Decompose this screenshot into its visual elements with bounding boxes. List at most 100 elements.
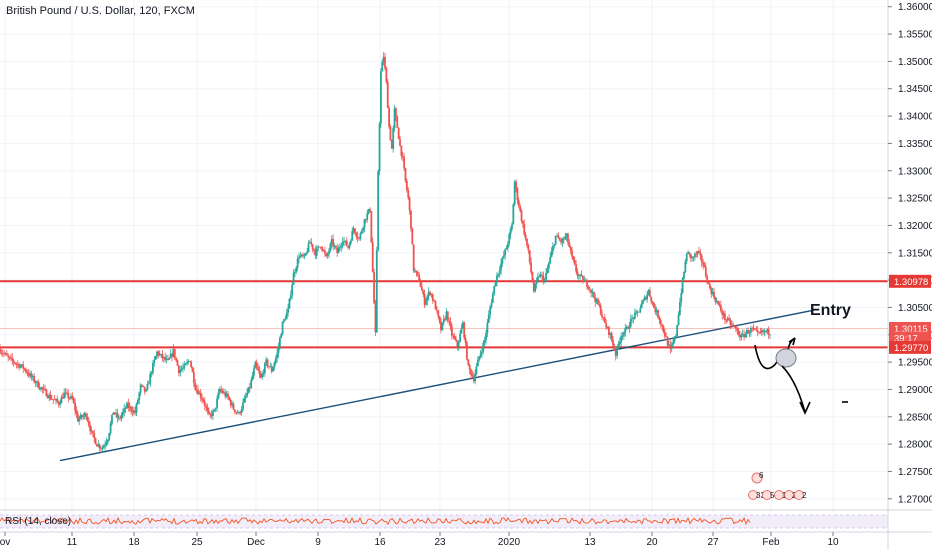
candle-body — [429, 291, 431, 294]
candle-body — [40, 387, 42, 390]
candle-body — [550, 251, 553, 258]
candle-body — [86, 416, 89, 421]
candle-body — [227, 393, 229, 398]
horizontal-levels[interactable] — [0, 280, 888, 349]
price-tag-label: 39:17 — [894, 334, 918, 345]
candle-body — [520, 210, 523, 221]
candle-body — [190, 361, 193, 368]
price-tag-label: 1.30115 — [894, 324, 928, 335]
candle-body — [168, 358, 171, 360]
candle-body — [295, 267, 298, 273]
candle-body — [737, 330, 740, 336]
candle-body — [120, 414, 123, 419]
candle-body — [378, 123, 381, 172]
candle-body — [665, 336, 668, 338]
candle-body — [251, 375, 254, 380]
candle-body — [535, 280, 538, 285]
candle-body — [643, 297, 646, 301]
candle-body — [119, 417, 122, 419]
candle-body — [647, 290, 650, 295]
candle-body — [427, 291, 430, 297]
candle-body — [329, 243, 332, 251]
candle-body — [136, 399, 139, 404]
candle-body — [340, 245, 343, 248]
trendline-layer[interactable] — [59, 309, 814, 462]
price-tick-label: 1.29500 — [898, 358, 932, 369]
candle-body — [67, 392, 70, 399]
candle-body — [565, 233, 568, 237]
candle-body — [541, 274, 543, 276]
candle-body — [309, 241, 311, 243]
candle-body — [721, 310, 724, 315]
candle-body — [288, 298, 291, 309]
candle-body — [341, 242, 344, 246]
candle-body — [654, 307, 657, 313]
candle-body — [156, 351, 158, 357]
candle-body — [621, 335, 624, 337]
candle-body — [296, 258, 299, 268]
candle-body — [400, 145, 403, 156]
entry-arrowhead[interactable] — [788, 337, 796, 346]
candle-body — [456, 340, 459, 347]
candle-body — [235, 412, 238, 413]
candle-body — [614, 350, 617, 356]
drawing-annotations[interactable]: 6335122 — [748, 337, 849, 500]
candle-body — [48, 394, 51, 398]
candle-body — [161, 353, 164, 359]
candle-body — [50, 399, 53, 401]
candle-body — [663, 331, 666, 337]
candle-body — [343, 240, 345, 243]
candle-body — [411, 228, 414, 245]
candle-body — [629, 318, 632, 327]
candle-body — [594, 297, 597, 302]
candle-body — [401, 155, 404, 158]
candle-body — [730, 324, 733, 326]
rsi-label: RSI (14, close) — [5, 516, 71, 527]
candle-body — [14, 362, 16, 364]
candle-body — [205, 405, 208, 408]
candle-body — [381, 62, 384, 72]
rsi-band — [0, 515, 888, 528]
candle-body — [609, 332, 612, 335]
candle-body — [326, 253, 329, 257]
candle-body — [760, 330, 763, 333]
candle-body — [23, 368, 26, 370]
candle-body — [319, 246, 322, 248]
candle-body — [149, 373, 152, 384]
price-tick-label: 1.33500 — [898, 139, 932, 150]
entry-annotation[interactable]: Entry — [810, 302, 851, 319]
candle-body — [38, 387, 41, 390]
candle-body — [444, 318, 446, 320]
time-axis[interactable]: ov 11 18 25 Dec 9 16 23 2020 13 20 27 Feb 10 — [0, 532, 839, 548]
candle-body — [512, 204, 515, 225]
down-arrow[interactable] — [781, 365, 806, 413]
candle-body — [433, 300, 436, 302]
candle-body — [766, 329, 769, 332]
candle-body — [672, 342, 674, 346]
candle-body — [5, 353, 8, 356]
candle-body — [453, 336, 456, 340]
trendline[interactable] — [59, 309, 814, 462]
candle-body — [688, 252, 691, 254]
candle-body — [560, 240, 563, 243]
candle-body — [300, 254, 303, 256]
candle-body — [396, 116, 399, 128]
candle-body — [199, 392, 202, 398]
candle-body — [130, 406, 132, 411]
candle-body — [142, 385, 145, 387]
candle-body — [10, 357, 12, 359]
candle-body — [266, 359, 269, 366]
candle-body — [745, 330, 748, 334]
candle-body — [55, 398, 57, 400]
candle-body — [474, 373, 477, 382]
entry-marker[interactable] — [775, 348, 797, 368]
candle-body — [317, 246, 320, 249]
candle-body — [380, 71, 382, 124]
candle-body — [345, 240, 348, 247]
candle-body — [684, 261, 687, 273]
down-arrowhead[interactable] — [799, 401, 811, 415]
candle-body — [68, 398, 71, 399]
candle-body — [141, 384, 143, 386]
